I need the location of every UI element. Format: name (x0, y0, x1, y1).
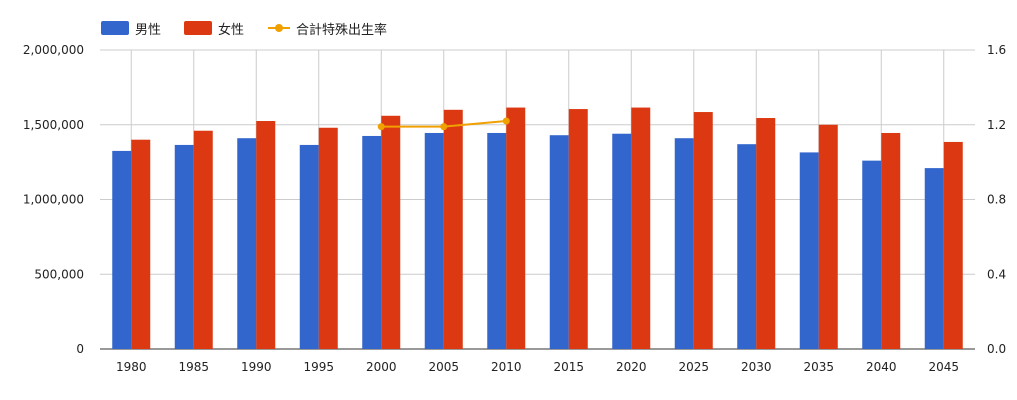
legend-item-male: 男性 (101, 18, 161, 38)
x-axis-tick-label: 2030 (741, 360, 772, 374)
bar-female (631, 107, 651, 350)
right-axis-tick-label: 0.0 (987, 342, 1006, 356)
bar-male (112, 150, 132, 349)
left-axis-tick-label: 1,500,000 (23, 118, 84, 132)
legend-label-male: 男性 (135, 22, 162, 38)
x-axis-tick-label: 2045 (928, 360, 959, 374)
legend-item-fertility-rate: 合計特殊出生率 (268, 18, 387, 38)
x-axis-tick-label: 2025 (678, 360, 709, 374)
bar-female (256, 121, 276, 349)
bar-female (756, 118, 776, 350)
x-axis-tick-label: 1985 (178, 360, 209, 374)
bar-male (737, 144, 757, 349)
bar-male (174, 144, 194, 349)
legend-swatch-male (101, 21, 129, 35)
x-axis-tick-label: 2005 (428, 360, 459, 374)
bar-male (799, 152, 819, 349)
bar-male (487, 132, 507, 349)
bar-female (318, 127, 338, 350)
bar-male (924, 168, 944, 349)
fertility-rate-line (377, 117, 510, 131)
fertility-rate-point (502, 117, 510, 125)
bar-male (362, 135, 382, 349)
bar-male (549, 135, 569, 349)
bar-female (193, 130, 213, 349)
x-axis-tick-label: 1990 (241, 360, 272, 374)
bar-male (299, 144, 319, 349)
left-axis-tick-label: 1,000,000 (23, 193, 84, 207)
bar-female (506, 107, 526, 350)
left-axis-tick-label: 500,000 (34, 267, 84, 281)
bar-female (943, 141, 963, 349)
bar-female (381, 115, 401, 349)
bar-female (443, 109, 463, 349)
bar-female (131, 139, 151, 349)
bar-female (881, 132, 901, 349)
bars (112, 107, 963, 350)
gridlines (100, 49, 975, 350)
bar-female (568, 109, 588, 350)
x-axis-tick-label: 2000 (366, 360, 397, 374)
legend-item-female: 女性 (184, 18, 244, 38)
bar-female (818, 124, 838, 349)
right-axis-tick-label: 0.4 (987, 267, 1006, 281)
left-axis-tick-label: 0 (76, 342, 84, 356)
bar-male (237, 138, 257, 349)
right-axis-tick-label: 1.6 (987, 43, 1006, 57)
legend-label-female: 女性 (218, 22, 245, 38)
x-axis-tick-label: 2020 (616, 360, 647, 374)
right-axis-tick-label: 1.2 (987, 118, 1006, 132)
bar-female (693, 112, 713, 349)
x-axis-tick-label: 2040 (866, 360, 897, 374)
fertility-rate-point (440, 123, 448, 131)
bar-male (612, 133, 632, 349)
left-axis-tick-label: 2,000,000 (23, 43, 84, 57)
bar-male (862, 160, 882, 349)
x-axis-tick-label: 2035 (803, 360, 834, 374)
fertility-rate-point (377, 123, 385, 131)
right-axis-tick-label: 0.8 (987, 193, 1006, 207)
x-axis-tick-label: 1995 (303, 360, 334, 374)
legend-line-marker (268, 21, 290, 35)
legend-swatch-female (184, 21, 212, 35)
legend-label-fertility-rate: 合計特殊出生率 (296, 22, 388, 38)
bar-male (674, 138, 694, 349)
x-axis-tick-label: 2015 (553, 360, 584, 374)
axes: 0 0.0 500,000 0.4 1,000,000 0.8 1,500,000 1.2 2,… (23, 43, 1006, 374)
x-axis-tick-label: 1980 (116, 360, 147, 374)
x-axis-tick-label: 2010 (491, 360, 522, 374)
bar-male (424, 132, 444, 349)
